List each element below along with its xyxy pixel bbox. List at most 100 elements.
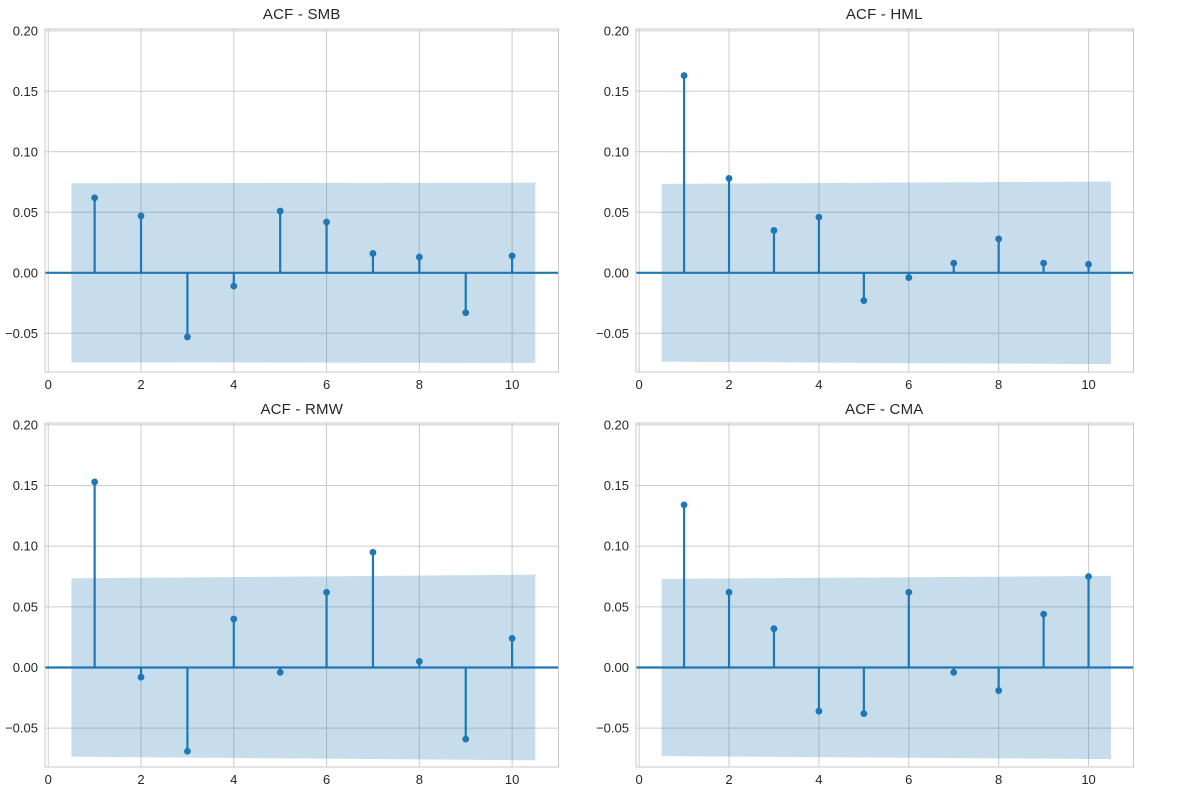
marker-lag-3 — [184, 747, 191, 755]
marker-lag-5 — [276, 668, 284, 676]
chart-acf-smb: ACF - SMB 0.20 0.15 0.10 0.05 0.00 −0.05 0 2 4 6 8… — [0, 0, 595, 395]
marker-lag-10 — [508, 634, 516, 642]
marker-lag-9 — [1039, 259, 1047, 267]
y-tick-label: 0.20 — [13, 417, 38, 432]
marker-lag-2 — [725, 588, 732, 596]
chart-acf-hml: ACF - HML 0.20 0.15 0.10 0.05 0.00 −0.05 0 2 4 6 8… — [595, 0, 1189, 395]
x-tick-label: 0 — [45, 772, 52, 787]
y-tick-label: 0.20 — [603, 417, 628, 432]
stems — [680, 501, 1092, 718]
stems — [91, 478, 516, 755]
marker-lag-4 — [230, 615, 238, 623]
marker-lag-2 — [137, 673, 145, 681]
x-tick-label: 4 — [815, 772, 822, 787]
x-tick-label: 0 — [45, 377, 52, 392]
y-tick-label: 0.15 — [603, 478, 628, 493]
marker-lag-8 — [415, 253, 423, 261]
stems — [91, 194, 516, 341]
axes-box — [44, 422, 559, 768]
x-tick-labels: 0 2 4 6 8 10 — [635, 772, 1095, 787]
marker-lag-2 — [137, 212, 145, 220]
marker-lag-1 — [91, 194, 99, 202]
y-tick-label: 0.10 — [13, 539, 38, 554]
x-tick-label: 2 — [725, 772, 732, 787]
marker-lag-7 — [949, 668, 957, 676]
axes-box — [635, 28, 1134, 373]
x-tick-label: 0 — [635, 377, 642, 392]
marker-lag-6 — [904, 274, 912, 282]
chart-title-cma: ACF - CMA — [845, 401, 924, 418]
x-tick-label: 4 — [230, 772, 237, 787]
marker-lag-10 — [508, 252, 516, 260]
x-tick-label: 6 — [323, 377, 330, 392]
marker-lag-4 — [230, 282, 238, 290]
marker-lag-1 — [680, 501, 687, 509]
x-tick-label: 2 — [137, 772, 144, 787]
marker-lag-6 — [323, 588, 330, 596]
x-tick-label: 10 — [1081, 772, 1095, 787]
marker-lag-5 — [859, 710, 867, 718]
x-tick-label: 10 — [1081, 377, 1095, 392]
y-tick-label: 0.00 — [603, 660, 628, 675]
marker-lag-7 — [949, 259, 957, 267]
y-tick-labels: 0.20 0.15 0.10 0.05 0.00 −0.05 — [596, 23, 629, 340]
marker-lag-1 — [91, 478, 99, 486]
y-tick-label: −0.05 — [596, 721, 629, 736]
y-tick-label: −0.05 — [5, 721, 38, 736]
marker-lag-6 — [904, 588, 912, 596]
x-tick-label: 6 — [905, 772, 912, 787]
marker-lag-4 — [815, 707, 822, 715]
y-tick-label: 0.00 — [603, 265, 628, 280]
y-tick-labels: 0.20 0.15 0.10 0.05 0.00 −0.05 — [5, 23, 38, 340]
axes-box — [635, 422, 1134, 768]
y-tick-labels: 0.20 0.15 0.10 0.05 0.00 −0.05 — [596, 417, 629, 735]
marker-lag-9 — [1039, 610, 1047, 618]
y-tick-label: 0.20 — [603, 23, 628, 38]
plot-area-rmw: 0.20 0.15 0.10 0.05 0.00 −0.05 0 2 4 6 8 10 — [0, 395, 595, 790]
x-tick-label: 6 — [905, 377, 912, 392]
y-tick-label: 0.05 — [13, 205, 38, 220]
y-tick-label: −0.05 — [5, 326, 38, 341]
x-tick-label: 6 — [323, 772, 330, 787]
marker-lag-2 — [725, 175, 732, 182]
x-tick-label: 8 — [416, 377, 423, 392]
marker-lag-10 — [1084, 260, 1092, 268]
y-tick-label: 0.10 — [603, 144, 628, 159]
plot-area-cma: 0.20 0.15 0.10 0.05 0.00 −0.05 0 2 4 6 8 10 — [595, 395, 1189, 790]
marker-lag-7 — [369, 250, 377, 257]
y-tick-label: 0.15 — [603, 84, 628, 99]
marker-lag-7 — [369, 548, 377, 556]
marker-lag-8 — [415, 658, 423, 665]
marker-lag-5 — [859, 297, 867, 305]
x-tick-labels: 0 2 4 6 8 10 — [45, 772, 520, 787]
marker-lag-4 — [815, 213, 822, 221]
plot-svg-acf-smb: 0.20 0.15 0.10 0.05 0.00 −0.05 0 2 4 6 8 10 — [5, 23, 559, 392]
marker-lag-3 — [770, 227, 777, 234]
marker-lag-3 — [184, 333, 191, 341]
stems — [680, 72, 1092, 305]
marker-lag-9 — [462, 735, 470, 743]
x-tick-labels: 0 2 4 6 8 10 — [45, 377, 520, 392]
y-tick-label: −0.05 — [596, 326, 629, 341]
y-tick-labels: 0.20 0.15 0.10 0.05 0.00 −0.05 — [5, 417, 38, 735]
y-tick-label: 0.15 — [13, 478, 38, 493]
chart-acf-rmw: ACF - RMW 0.20 0.15 0.10 0.05 0.00 −0.05 0 2 4 6 8… — [0, 395, 595, 790]
marker-lag-5 — [276, 207, 284, 215]
y-tick-label: 0.20 — [13, 23, 38, 38]
plot-svg-acf-cma: 0.20 0.15 0.10 0.05 0.00 −0.05 0 2 4 6 8 10 — [596, 417, 1134, 787]
chart-title-smb: ACF - SMB — [262, 6, 341, 23]
x-tick-label: 10 — [505, 772, 519, 787]
y-tick-label: 0.05 — [603, 599, 628, 614]
y-tick-label: 0.10 — [13, 144, 38, 159]
x-tick-labels: 0 2 4 6 8 10 — [635, 377, 1095, 392]
marker-lag-6 — [323, 218, 330, 226]
plot-svg-acf-rmw: 0.20 0.15 0.10 0.05 0.00 −0.05 0 2 4 6 8 10 — [5, 417, 559, 787]
y-tick-label: 0.00 — [13, 660, 38, 675]
x-tick-label: 4 — [815, 377, 822, 392]
y-tick-label: 0.10 — [603, 539, 628, 554]
plot-svg-acf-hml: 0.20 0.15 0.10 0.05 0.00 −0.05 0 2 4 6 8 10 — [596, 23, 1134, 392]
x-tick-label: 8 — [995, 377, 1002, 392]
marker-lag-3 — [770, 625, 777, 633]
axes-box — [44, 28, 559, 373]
